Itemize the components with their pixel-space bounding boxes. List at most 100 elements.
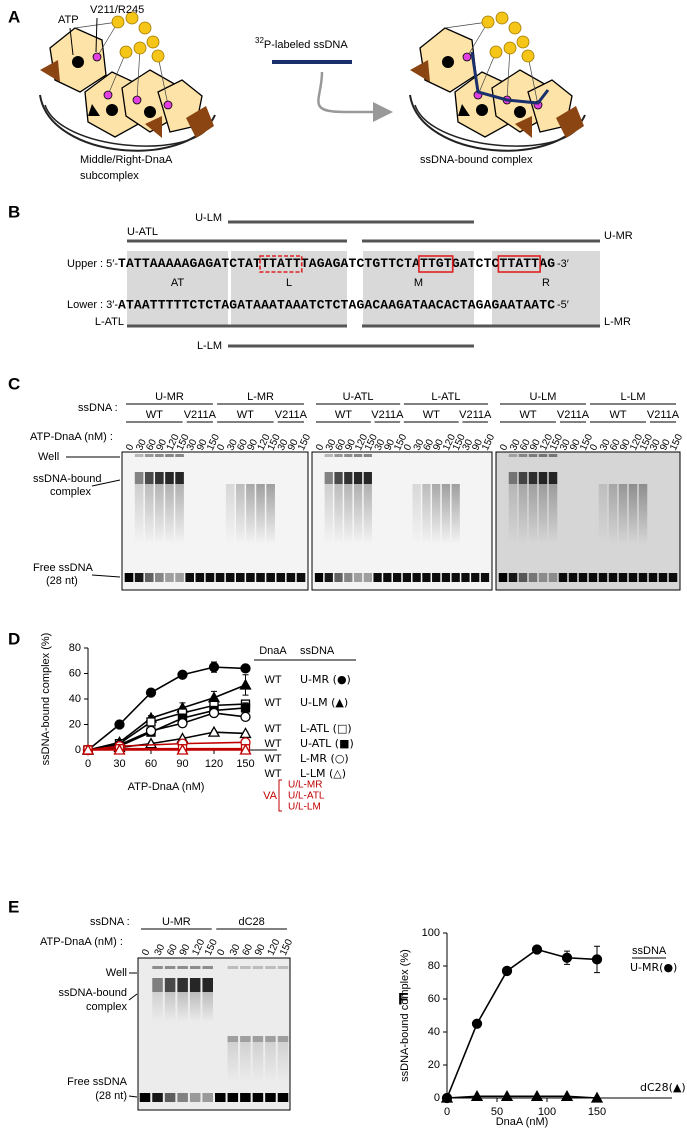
gel-band xyxy=(402,573,412,582)
legend-header: ssDNA xyxy=(300,645,335,657)
series-line xyxy=(87,703,246,751)
gel-band xyxy=(265,1036,276,1042)
x-axis-label: DnaA (nM) xyxy=(496,1116,549,1128)
bound-ssdna xyxy=(470,51,550,105)
marker xyxy=(239,678,252,690)
gel-band xyxy=(392,573,402,582)
gel-smear xyxy=(344,484,353,544)
gel-well xyxy=(353,454,363,457)
gel-band xyxy=(598,573,608,582)
y-axis-label: ssDNA-bound complex (%) xyxy=(40,633,52,766)
atp-label: ATP xyxy=(58,14,79,26)
marker xyxy=(177,669,188,680)
complex-label: ssDNA-bound xyxy=(59,987,127,999)
x-tick-label: 60 xyxy=(145,758,157,770)
gel-smear xyxy=(528,484,538,544)
lane-label: 90 xyxy=(568,437,583,452)
marker xyxy=(81,743,95,755)
lane-label: 60 xyxy=(422,437,437,452)
x-tick-label: 30 xyxy=(113,758,125,770)
x-tick-label: 0 xyxy=(444,1106,450,1118)
lane-label: 150 xyxy=(296,432,313,452)
lane-label: 60 xyxy=(165,942,180,957)
y-tick-label: 60 xyxy=(428,993,440,1005)
lane-label: 90 xyxy=(253,942,268,957)
g xyxy=(111,11,165,63)
gel-smear xyxy=(225,484,235,544)
y-tick-label: 0 xyxy=(75,744,81,756)
gel-well xyxy=(152,966,163,969)
region-label: L xyxy=(286,277,292,289)
oligo-label: L-LM xyxy=(197,340,222,352)
gel-band xyxy=(195,573,205,582)
gel-smear xyxy=(412,484,421,544)
leaders xyxy=(66,456,121,578)
lane-label: 30 xyxy=(324,437,339,452)
gel-well xyxy=(240,966,251,969)
protein-complex xyxy=(409,11,586,152)
legend-header: ssDNA xyxy=(632,945,667,957)
variant-label: V211A xyxy=(459,409,492,421)
legend-name: L-ATL (□) xyxy=(300,722,352,735)
pointer-line xyxy=(69,27,74,56)
path xyxy=(157,55,169,106)
gel-band xyxy=(451,573,460,582)
gel-smear xyxy=(441,484,451,544)
series-line xyxy=(446,1095,598,1099)
free-label: Free ssDNA xyxy=(67,1076,128,1088)
gel-band xyxy=(578,573,588,582)
lane-label: 60 xyxy=(144,437,159,452)
legend-name: U/L-ATL xyxy=(288,791,325,802)
path xyxy=(477,51,497,96)
legend-name: U/L-LM xyxy=(288,802,321,813)
gel-smear xyxy=(246,484,255,544)
gel-band xyxy=(668,573,678,582)
marker xyxy=(471,1018,483,1029)
gel-smear xyxy=(432,484,441,544)
gel-band xyxy=(334,573,343,582)
gel-band xyxy=(353,472,363,484)
gel-band xyxy=(658,573,668,582)
leaders xyxy=(128,972,138,1098)
gel-smear xyxy=(177,992,188,1022)
gel-smear xyxy=(144,484,154,544)
region-box xyxy=(127,251,228,325)
marker xyxy=(591,954,603,965)
group-label: L-LM xyxy=(620,391,645,403)
marker xyxy=(501,965,513,977)
gel-band xyxy=(588,573,598,582)
gel-band xyxy=(164,978,176,992)
gel-band xyxy=(205,573,215,582)
y-tick-label: 20 xyxy=(428,1059,440,1071)
motif-box xyxy=(259,255,303,273)
gel-band xyxy=(202,1093,213,1102)
gel-smear xyxy=(353,484,363,544)
g xyxy=(444,21,539,106)
gel-smear xyxy=(334,484,343,544)
circle xyxy=(138,21,152,35)
gel-well xyxy=(538,454,548,457)
complex-label: complex xyxy=(86,1001,127,1013)
gel-well xyxy=(277,966,289,969)
gel-band xyxy=(373,573,382,582)
gel-band xyxy=(215,573,225,582)
marker xyxy=(208,661,220,673)
circle xyxy=(119,45,133,59)
x-tick-label: 90 xyxy=(176,758,188,770)
lane-label: 60 xyxy=(241,942,256,957)
circle xyxy=(516,35,530,49)
caption: Middle/Right-DnaA xyxy=(80,154,173,166)
gel-smear xyxy=(508,484,518,544)
x-tick-label: 0 xyxy=(85,758,91,770)
gel-band xyxy=(175,472,184,484)
marker xyxy=(207,725,221,737)
gel-band xyxy=(152,1093,163,1102)
gel-band xyxy=(412,573,421,582)
lane-label: 0 xyxy=(124,442,137,452)
gel-band xyxy=(558,573,568,582)
line xyxy=(128,1095,138,1098)
circle xyxy=(111,15,125,29)
sequence-segment: TAGA xyxy=(301,256,333,271)
circle xyxy=(151,49,165,63)
gel-band xyxy=(638,573,648,582)
